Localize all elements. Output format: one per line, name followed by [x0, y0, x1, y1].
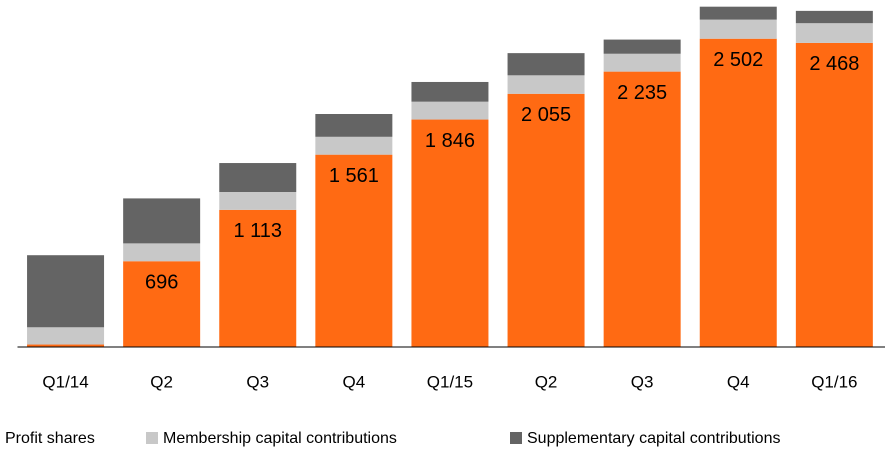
bar-segment: [27, 327, 105, 345]
bar-segment: [411, 81, 489, 102]
bar-segment: [411, 101, 489, 120]
bar-segment: [27, 344, 105, 347]
legend-swatch: [146, 432, 158, 444]
bar-segment: [795, 10, 873, 24]
legend-swatch: [510, 432, 522, 444]
legend-label: Profit shares: [5, 430, 95, 447]
bar-segment: [699, 6, 777, 20]
x-tick-label: Q4: [343, 372, 366, 391]
data-label: 2 468: [809, 53, 859, 75]
bar-segment: [603, 71, 681, 347]
data-label: 696: [145, 272, 178, 294]
x-tick-label: Q2: [150, 372, 173, 391]
bar-segment: [507, 93, 585, 347]
bar-segment: [219, 209, 297, 347]
bar-segment: [315, 114, 393, 137]
bar-segment: [315, 136, 393, 155]
bar-segment: [507, 53, 585, 76]
x-tick-label: Q3: [246, 372, 269, 391]
bar-segment: [795, 23, 873, 43]
x-tick-label: Q4: [727, 372, 750, 391]
data-label: 2 235: [617, 82, 667, 104]
legend-label: Membership capital contributions: [163, 430, 397, 447]
bar-segment: [603, 39, 681, 54]
bar-segment: [603, 53, 681, 72]
bar-segment: [219, 163, 297, 192]
x-tick-label: Q3: [631, 372, 654, 391]
bar-segment: [123, 243, 201, 262]
bar-segment: [123, 261, 201, 347]
data-label: 1 846: [425, 130, 475, 152]
data-label: 2 055: [521, 104, 571, 126]
bar-segment: [699, 38, 777, 347]
bar-segment: [123, 198, 201, 244]
data-label: 1 561: [329, 165, 379, 187]
legend-label: Supplementary capital contributions: [527, 430, 780, 447]
bar-segment: [27, 255, 105, 328]
x-tick-label: Q1/16: [811, 372, 857, 391]
bar-segment: [507, 75, 585, 94]
x-tick-label: Q1/15: [427, 372, 473, 391]
data-label: 1 113: [233, 220, 282, 242]
bar-segment: [315, 154, 393, 347]
bar-segment: [795, 42, 873, 348]
x-tick-label: Q2: [535, 372, 558, 391]
x-tick-label: Q1/14: [42, 372, 88, 391]
bar-segment: [411, 119, 489, 348]
bar-segment: [219, 191, 297, 210]
bar-segment: [699, 19, 777, 39]
data-label: 2 502: [713, 49, 763, 71]
